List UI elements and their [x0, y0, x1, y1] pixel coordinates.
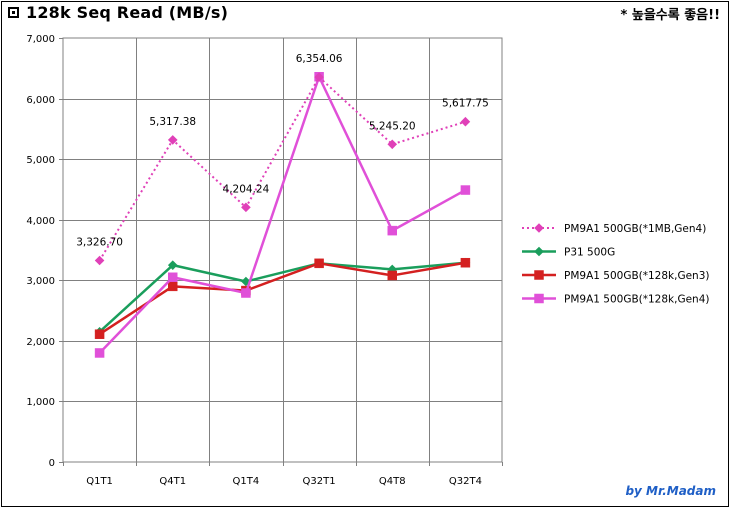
data-point [94, 329, 105, 339]
data-point [314, 258, 324, 269]
legend-label: P31 500G [564, 247, 615, 259]
series-line [98, 261, 466, 333]
data-point [241, 202, 251, 213]
y-tick-label: 4,000 [26, 216, 55, 227]
data-point [94, 348, 105, 358]
data-label: 6,354.06 [296, 53, 343, 65]
data-label: 5,317.38 [149, 116, 196, 128]
legend-label: PM9A1 500GB(*128k,Gen3) [564, 270, 710, 282]
y-tick-label: 3,000 [26, 276, 55, 287]
chart-note: * 높을수록 좋음!! [620, 8, 720, 23]
data-label: 4,204.24 [223, 183, 270, 195]
data-label: 5,617.75 [442, 98, 489, 110]
data-label: 3,326.70 [76, 236, 123, 248]
data-point [167, 135, 178, 145]
data-point [387, 225, 397, 236]
data-point [94, 255, 105, 266]
data-point [387, 270, 397, 281]
data-point [460, 257, 471, 268]
chart-title: 128k Seq Read (MB/s) [26, 3, 229, 22]
legend-marker [534, 223, 544, 233]
title-square-icon [8, 7, 19, 18]
data-label: 5,245.20 [369, 120, 416, 132]
data-point [387, 264, 398, 275]
legend-label: PM9A1 500GB(*128k,Gen4) [564, 294, 710, 306]
x-tick-label: Q32T4 [449, 476, 482, 487]
y-tick-label: 6,000 [26, 95, 55, 106]
data-point [241, 288, 251, 298]
series-line [98, 261, 466, 336]
legend-marker [534, 270, 544, 280]
x-tick-label: Q1T1 [86, 476, 113, 487]
x-tick-label: Q4T1 [159, 476, 186, 487]
y-tick-label: 1,000 [26, 397, 55, 408]
legend-marker [534, 293, 544, 304]
data-point [460, 116, 471, 127]
series-line [98, 76, 466, 262]
legend-label: PM9A1 500GB(*1MB,Gen4) [564, 223, 706, 235]
y-tick-label: 5,000 [26, 155, 55, 166]
x-tick-label: Q32T1 [303, 476, 336, 487]
y-tick-label: 2,000 [26, 337, 55, 348]
plot-area [62, 37, 503, 463]
series-line [98, 75, 467, 354]
x-tick-label: Q4T8 [379, 476, 406, 487]
data-point [168, 281, 178, 292]
x-tick-label: Q1T4 [233, 476, 260, 487]
data-point [167, 260, 178, 270]
data-point [387, 139, 398, 150]
data-point [168, 272, 178, 283]
y-tick-label: 0 [49, 458, 55, 469]
author-credit: by Mr.Madam [625, 484, 716, 498]
y-tick-label: 7,000 [26, 34, 55, 45]
data-point [460, 185, 471, 195]
legend-marker [534, 246, 544, 257]
data-point [314, 72, 324, 82]
data-point [241, 276, 251, 287]
